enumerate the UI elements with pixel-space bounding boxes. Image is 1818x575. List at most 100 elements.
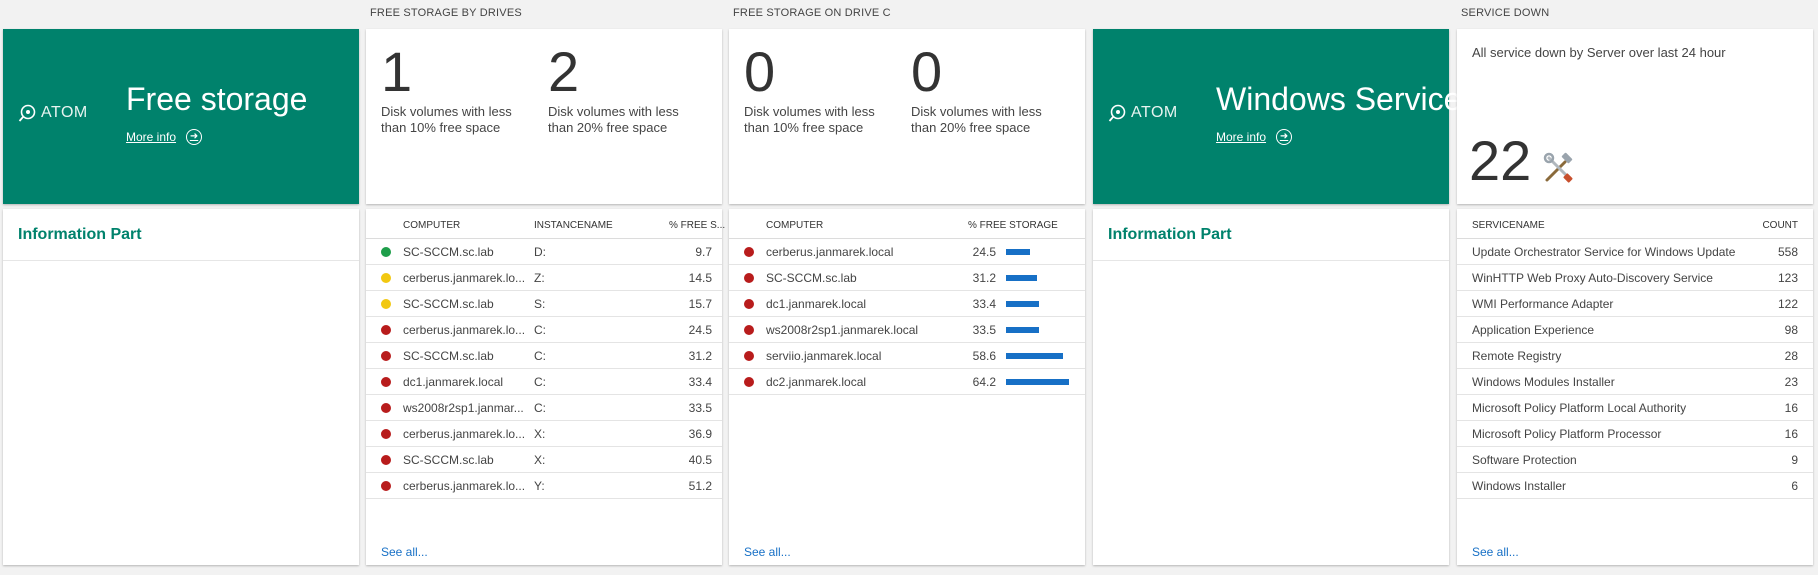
arrow-right-circle-icon: ➜ [186,129,203,145]
cell-count: 28 [1784,349,1798,363]
more-info-label: More info [126,130,177,144]
column-header-free[interactable]: % FREE S... [669,220,726,231]
table-row[interactable]: Application Experience 98 [1457,317,1813,343]
column-header-count[interactable]: COUNT [1762,220,1798,231]
cell-count: 23 [1784,375,1798,389]
status-dot-icon [381,455,391,465]
free-storage-bar [1006,327,1039,333]
table-row[interactable]: Microsoft Policy Platform Processor 16 [1457,421,1813,447]
more-info-link[interactable]: More info ➜ [126,129,203,145]
cell-free-storage: 36.9 [688,427,712,441]
cell-computer: serviio.janmarek.local [766,349,882,363]
column-header-free-storage[interactable]: % FREE STORAGE [968,220,1058,231]
see-all-link[interactable]: See all... [744,545,791,559]
column-header-servicename[interactable]: SERVICENAME [1472,220,1545,231]
more-info-link[interactable]: More info ➜ [1216,129,1293,145]
table-row[interactable]: cerberus.janmarek.local 24.5 [729,239,1085,265]
stat-value: 2 [548,40,580,103]
cell-free-storage: 58.6 [972,349,996,363]
table-row[interactable]: cerberus.janmarek.lo... Y: 51.2 [366,473,722,499]
cell-computer: cerberus.janmarek.lo... [403,323,526,337]
table-row[interactable]: Remote Registry 28 [1457,343,1813,369]
status-dot-icon [381,403,391,413]
stat-less-20: 0 Disk volumes with less than 20% free s… [911,41,1061,136]
status-dot-icon [744,299,754,309]
cell-count: 16 [1784,427,1798,441]
information-part-tile: Information Part [3,209,359,565]
drives-stats-tile[interactable]: 1 Disk volumes with less than 10% free s… [366,29,722,204]
divider [1093,260,1449,261]
information-part-title: Information Part [1108,226,1232,243]
table-row[interactable]: SC-SCCM.sc.lab X: 40.5 [366,447,722,473]
table-row[interactable]: WMI Performance Adapter 122 [1457,291,1813,317]
stat-value: 1 [381,40,413,103]
cell-free-storage: 31.2 [688,349,712,363]
information-part-title: Information Part [18,226,142,243]
cell-computer: SC-SCCM.sc.lab [766,271,857,285]
cell-servicename: Windows Modules Installer [1472,375,1615,389]
table-row[interactable]: SC-SCCM.sc.lab S: 15.7 [366,291,722,317]
table-row[interactable]: dc1.janmarek.local 33.4 [729,291,1085,317]
table-row[interactable]: SC-SCCM.sc.lab 31.2 [729,265,1085,291]
table-row[interactable]: Microsoft Policy Platform Local Authorit… [1457,395,1813,421]
table-row[interactable]: Software Protection 9 [1457,447,1813,473]
section-title: FREE STORAGE ON DRIVE C [733,7,891,19]
table-row[interactable]: ws2008r2sp1.janmarek.local 33.5 [729,317,1085,343]
cell-servicename: Microsoft Policy Platform Processor [1472,427,1662,441]
status-dot-icon [381,377,391,387]
stat-less-10: 1 Disk volumes with less than 10% free s… [381,41,531,136]
table-row[interactable]: ws2008r2sp1.janmar... C: 33.5 [366,395,722,421]
free-storage-bar [1006,379,1069,385]
cell-free-storage: 33.4 [972,297,996,311]
table-row[interactable]: Update Orchestrator Service for Windows … [1457,239,1813,265]
cell-free-storage: 9.7 [695,245,712,259]
cell-instancename: X: [534,427,546,441]
logo-text: ATOM [41,104,88,121]
cell-servicename: Application Experience [1472,323,1595,337]
cell-computer: ws2008r2sp1.janmar... [403,401,524,415]
table-header: COMPUTER INSTANCENAME % FREE S... [366,209,726,239]
status-dot-icon [744,351,754,361]
table-row[interactable]: WinHTTP Web Proxy Auto-Discovery Service… [1457,265,1813,291]
information-part-tile: Information Part [1093,209,1449,565]
table-row[interactable]: Windows Modules Installer 23 [1457,369,1813,395]
table-row[interactable]: cerberus.janmarek.lo... X: 36.9 [366,421,722,447]
cell-computer: ws2008r2sp1.janmarek.local [766,323,919,337]
status-dot-icon [744,325,754,335]
column-header-instancename[interactable]: INSTANCENAME [534,220,613,231]
table-header: SERVICENAME COUNT [1457,209,1813,239]
drive-c-stats-tile[interactable]: 0 Disk volumes with less than 10% free s… [729,29,1085,204]
column-header-computer[interactable]: COMPUTER [403,220,461,231]
cell-count: 123 [1777,271,1798,285]
status-dot-icon [381,481,391,491]
stat-description: Disk volumes with less than 10% free spa… [744,103,875,135]
column-free-storage-drive-c: FREE STORAGE ON DRIVE C 0 Disk volumes w… [729,0,1085,566]
see-all-link[interactable]: See all... [381,545,428,559]
table-row[interactable]: cerberus.janmarek.lo... Z: 14.5 [366,265,722,291]
cell-computer: SC-SCCM.sc.lab [403,453,494,467]
cell-instancename: D: [534,245,546,259]
cell-instancename: X: [534,453,546,467]
cell-free-storage: 33.5 [688,401,712,415]
free-storage-bar [1006,301,1039,307]
cell-computer: dc1.janmarek.local [766,297,867,311]
see-all-link[interactable]: See all... [1472,545,1519,559]
table-row[interactable]: serviio.janmarek.local 58.6 [729,343,1085,369]
column-service-down: SERVICE DOWN All service down by Server … [1457,0,1813,566]
service-down-stats-tile[interactable]: All service down by Server over last 24 … [1457,29,1813,204]
section-title: FREE STORAGE BY DRIVES [370,7,522,19]
table-row[interactable]: Windows Installer 6 [1457,473,1813,499]
cell-instancename: C: [534,349,546,363]
atom-logo: ATOM [18,103,88,123]
stat-less-20: 2 Disk volumes with less than 20% free s… [548,41,698,136]
cell-free-storage: 33.5 [972,323,996,337]
table-row[interactable]: SC-SCCM.sc.lab C: 31.2 [366,343,722,369]
table-row[interactable]: dc2.janmarek.local 64.2 [729,369,1085,395]
atom-logo-icon [18,104,36,122]
table-row[interactable]: SC-SCCM.sc.lab D: 9.7 [366,239,722,265]
table-row[interactable]: dc1.janmarek.local C: 33.4 [366,369,722,395]
status-dot-icon [744,377,754,387]
column-header-computer[interactable]: COMPUTER [766,220,824,231]
table-row[interactable]: cerberus.janmarek.lo... C: 24.5 [366,317,722,343]
cell-instancename: C: [534,323,546,337]
